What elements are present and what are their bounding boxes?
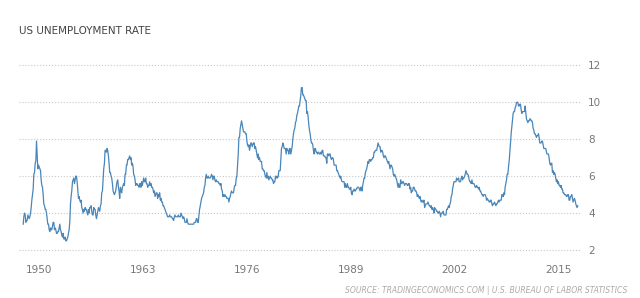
Text: US UNEMPLOYMENT RATE: US UNEMPLOYMENT RATE	[19, 26, 151, 36]
Text: SOURCE: TRADINGECONOMICS.COM | U.S. BUREAU OF LABOR STATISTICS: SOURCE: TRADINGECONOMICS.COM | U.S. BURE…	[345, 286, 627, 295]
